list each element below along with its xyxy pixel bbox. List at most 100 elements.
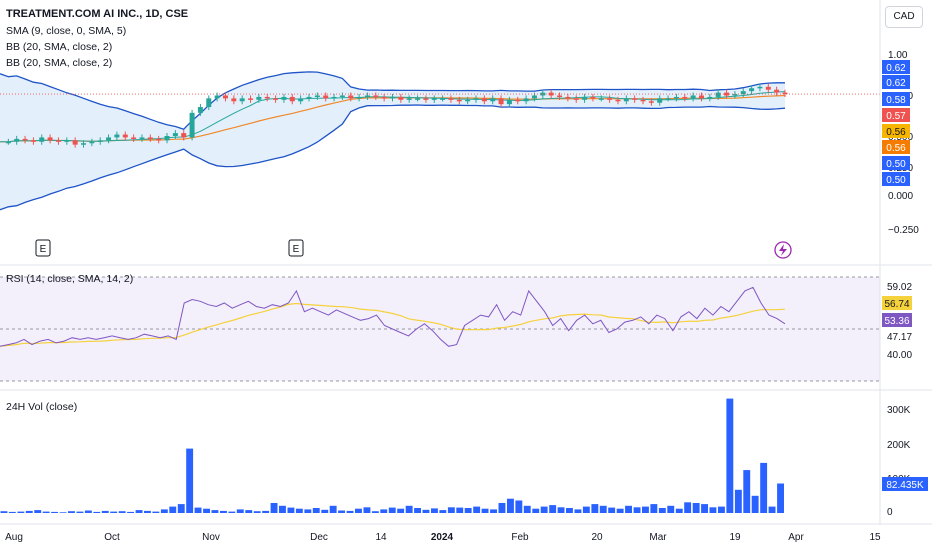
- time-axis-tick: Nov: [202, 532, 220, 543]
- currency-button[interactable]: CAD: [885, 6, 923, 28]
- candle: [673, 96, 679, 99]
- volume-bar: [422, 509, 430, 513]
- volume-bar: [718, 506, 725, 513]
- candle: [548, 92, 554, 96]
- price-badge-bg: [882, 108, 910, 122]
- volume-bar: [490, 509, 497, 513]
- volume-bar: [464, 508, 472, 513]
- candle: [715, 92, 721, 97]
- price-badge: 0.58: [882, 92, 910, 106]
- price-axis-tick: 0.000: [888, 191, 913, 202]
- candle: [72, 140, 78, 145]
- volume-bar: [245, 510, 253, 513]
- volume-bar: [642, 506, 649, 513]
- volume-axis-tick: 300K: [887, 405, 911, 416]
- candle: [222, 95, 228, 99]
- time-axis-tick: Apr: [788, 532, 804, 543]
- rsi-badge-label: 56.74: [884, 299, 909, 310]
- rsi-legend[interactable]: RSI (14, close, SMA, 14, 2): [6, 273, 134, 285]
- volume-bar: [135, 510, 143, 513]
- candle: [448, 98, 454, 100]
- volume-bar: [726, 398, 734, 513]
- candle: [390, 96, 395, 99]
- sma-legend[interactable]: SMA (9, close, 0, SMA, 5): [6, 25, 127, 37]
- price-badge-label: 0.62: [886, 78, 906, 89]
- candle: [147, 137, 153, 139]
- candle: [289, 96, 295, 102]
- price-badge-bg: [882, 172, 910, 186]
- rsi-axis-tick: 59.02: [887, 282, 912, 293]
- volume-badge: 82.435K: [882, 477, 928, 491]
- candle: [698, 95, 704, 99]
- candle: [106, 137, 112, 141]
- rsi-badge: 53.36: [882, 313, 912, 327]
- earnings-marker-box: [288, 239, 304, 257]
- rsi-axis-tick: 47.17: [887, 332, 912, 343]
- price-badge-bg: [882, 156, 910, 170]
- volume-bar: [363, 507, 371, 513]
- volume-bar: [194, 507, 202, 513]
- price-axis-tick: 1.00: [888, 50, 908, 61]
- candle: [264, 96, 270, 99]
- candle: [206, 98, 212, 108]
- volume-bar: [414, 508, 421, 513]
- volume-bar: [388, 507, 396, 513]
- candle: [632, 98, 638, 100]
- candle: [314, 95, 320, 97]
- candle: [131, 137, 137, 139]
- candle: [14, 138, 20, 142]
- candle: [356, 96, 362, 99]
- candle: [440, 98, 446, 100]
- volume-bar: [59, 512, 67, 513]
- volume-bar: [220, 510, 227, 513]
- bb-legend-1[interactable]: BB (20, SMA, close, 2): [6, 41, 113, 53]
- rsi-ma-line: [0, 302, 786, 347]
- candle: [490, 98, 496, 102]
- lightning-bolt: [779, 244, 787, 256]
- candle: [740, 91, 746, 95]
- candle: [557, 95, 563, 97]
- candle: [197, 107, 203, 113]
- volume-bar: [591, 504, 599, 513]
- price-badge-bg: [882, 60, 910, 74]
- price-badge-label: 0.50: [886, 159, 906, 170]
- volume-bar: [692, 503, 700, 513]
- candle: [565, 96, 571, 99]
- volume-bar: [498, 503, 506, 513]
- volume-bar: [397, 508, 405, 513]
- candle: [749, 88, 755, 92]
- volume-bar: [456, 507, 464, 513]
- volume-bar: [312, 508, 320, 513]
- volume-bar: [684, 502, 692, 513]
- volume-axis-tick: 0: [887, 507, 893, 518]
- volume-bar: [186, 448, 194, 513]
- candle: [665, 98, 671, 100]
- price-badge-bg: [882, 92, 910, 106]
- candle: [757, 86, 763, 89]
- volume-bar: [118, 511, 126, 513]
- time-axis-tick: 19: [729, 532, 741, 543]
- earnings-marker-box: [35, 239, 51, 257]
- candle: [640, 99, 646, 102]
- volume-legend[interactable]: 24H Vol (close): [6, 401, 78, 413]
- candle: [406, 98, 412, 100]
- rsi-badge: 56.74: [882, 296, 912, 310]
- volume-bar: [447, 507, 455, 513]
- candle: [331, 96, 337, 99]
- bb-legend-2[interactable]: BB (20, SMA, close, 2): [6, 57, 113, 69]
- volume-badge-bg: [882, 477, 928, 491]
- candle: [515, 99, 521, 102]
- volume-bar: [93, 511, 101, 513]
- candle: [590, 96, 596, 99]
- candle: [381, 96, 387, 99]
- candle: [690, 95, 696, 99]
- candle: [214, 95, 220, 99]
- candle: [339, 95, 345, 97]
- volume-bar: [253, 511, 261, 513]
- price-badge: 0.62: [882, 75, 910, 89]
- time-axis-tick: Mar: [649, 532, 667, 543]
- candle: [431, 98, 437, 100]
